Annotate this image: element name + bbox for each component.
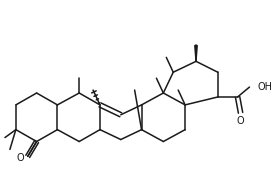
Text: O: O <box>17 153 24 163</box>
Text: OH: OH <box>257 82 273 92</box>
Polygon shape <box>195 46 197 61</box>
Text: O: O <box>237 116 244 126</box>
